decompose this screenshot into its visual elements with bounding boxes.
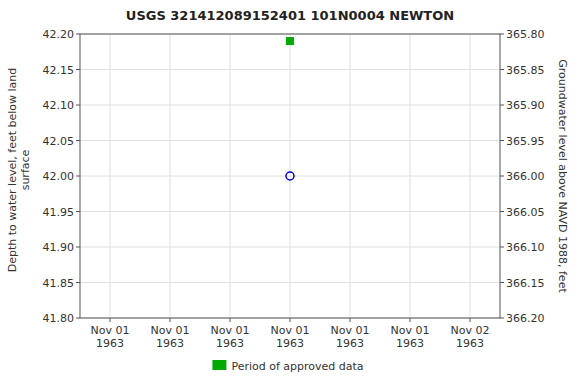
tick: [76, 105, 80, 106]
grid-line: [110, 34, 111, 318]
tick-label: 41.95: [43, 206, 75, 219]
tick: [76, 282, 80, 283]
tick: [410, 318, 411, 322]
legend-swatch: [212, 360, 226, 370]
text-line: Nov 01: [151, 324, 190, 337]
chart: USGS 321412089152401 101N0004 NEWTON 41.8…: [0, 0, 576, 384]
tick-label: Nov 011963: [91, 324, 130, 350]
text-line: Nov 01: [211, 324, 250, 337]
tick-label: 41.85: [43, 277, 75, 290]
tick-label: 42.10: [43, 99, 75, 112]
tick-label: 42.20: [43, 28, 75, 41]
tick: [76, 34, 80, 35]
text-line: Depth to water level, feet below land: [6, 68, 19, 273]
tick-label: Nov 021963: [451, 324, 490, 350]
y-axis: 41.80 41.85 41.90 41.95 42.00 42.05 42.10 42.15…: [43, 28, 81, 325]
tick-label: 366.00: [506, 170, 545, 183]
text-line: Nov 02: [451, 324, 490, 337]
tick: [76, 69, 80, 70]
tick-label: Nov 011963: [151, 324, 190, 350]
tick: [500, 211, 504, 212]
tick-label: 365.85: [506, 64, 545, 77]
background: [0, 0, 576, 384]
text-line: 1963: [96, 337, 124, 350]
grid-line: [470, 34, 471, 318]
point: [287, 38, 294, 45]
text-line: Nov 01: [331, 324, 370, 337]
tick-label: 366.10: [506, 241, 545, 254]
tick-label: 42.15: [43, 64, 75, 77]
tick-label: 41.90: [43, 241, 75, 254]
tick: [76, 140, 80, 141]
tick-label: Nov 011963: [331, 324, 370, 350]
text-line: 1963: [336, 337, 364, 350]
text-line: 1963: [396, 337, 424, 350]
tick: [170, 318, 171, 322]
legend-item: Period of approved data: [212, 360, 363, 373]
text-line: 1963: [276, 337, 304, 350]
tick-label: 366.20: [506, 312, 545, 325]
text-line: 1963: [216, 337, 244, 350]
y2-axis-label: Groundwater level above NAVD 1988, feet: [556, 59, 569, 293]
tick: [500, 140, 504, 141]
text-line: Nov 01: [271, 324, 310, 337]
tick: [500, 69, 504, 70]
point: [286, 172, 294, 180]
tick: [230, 318, 231, 322]
tick-label: 365.80: [506, 28, 545, 41]
tick: [500, 176, 504, 177]
tick: [76, 176, 80, 177]
tick: [500, 282, 504, 283]
series: [286, 172, 294, 180]
tick-label: 366.05: [506, 206, 545, 219]
tick: [290, 318, 291, 322]
tick: [110, 318, 111, 322]
tick-label: 365.95: [506, 135, 545, 148]
tick: [500, 318, 504, 319]
x-axis: Nov 011963Nov 011963Nov 011963Nov 011963…: [91, 318, 490, 350]
marks: [286, 38, 294, 180]
tick: [76, 318, 80, 319]
tick-label: 42.00: [43, 170, 75, 183]
tick: [470, 318, 471, 322]
grid-line: [170, 34, 171, 318]
text-line: Nov 01: [91, 324, 130, 337]
tick-label: 41.80: [43, 312, 75, 325]
tick: [76, 247, 80, 248]
series: [287, 38, 294, 45]
text-line: surface: [19, 149, 32, 190]
tick-label: Nov 011963: [391, 324, 430, 350]
tick: [500, 34, 504, 35]
grid-line: [410, 34, 411, 318]
text-line: 1963: [156, 337, 184, 350]
legend-label: Period of approved data: [231, 360, 363, 373]
tick-label: 366.15: [506, 277, 545, 290]
grid: [80, 34, 500, 318]
tick-label: 365.90: [506, 99, 545, 112]
grid-line: [230, 34, 231, 318]
y-axis-label: Depth to water level, feet below landsur…: [6, 68, 32, 273]
y2-axis: 366.20 366.15 366.10 366.05 366.00 365.95 365.…: [500, 28, 545, 325]
legend: Period of approved data: [212, 360, 363, 373]
title: USGS 321412089152401 101N0004 NEWTON: [126, 8, 454, 23]
tick-label: Nov 011963: [211, 324, 250, 350]
text-line: 1963: [456, 337, 484, 350]
plot-frame: [80, 34, 500, 318]
tick-label: Nov 011963: [271, 324, 310, 350]
grid-line: [350, 34, 351, 318]
grid-line: [290, 34, 291, 318]
text-line: Nov 01: [391, 324, 430, 337]
tick: [500, 247, 504, 248]
tick-label: 42.05: [43, 135, 75, 148]
tick: [500, 105, 504, 106]
tick: [76, 211, 80, 212]
tick: [350, 318, 351, 322]
